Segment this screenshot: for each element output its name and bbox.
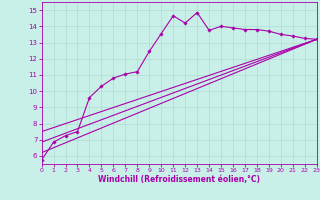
X-axis label: Windchill (Refroidissement éolien,°C): Windchill (Refroidissement éolien,°C) (98, 175, 260, 184)
